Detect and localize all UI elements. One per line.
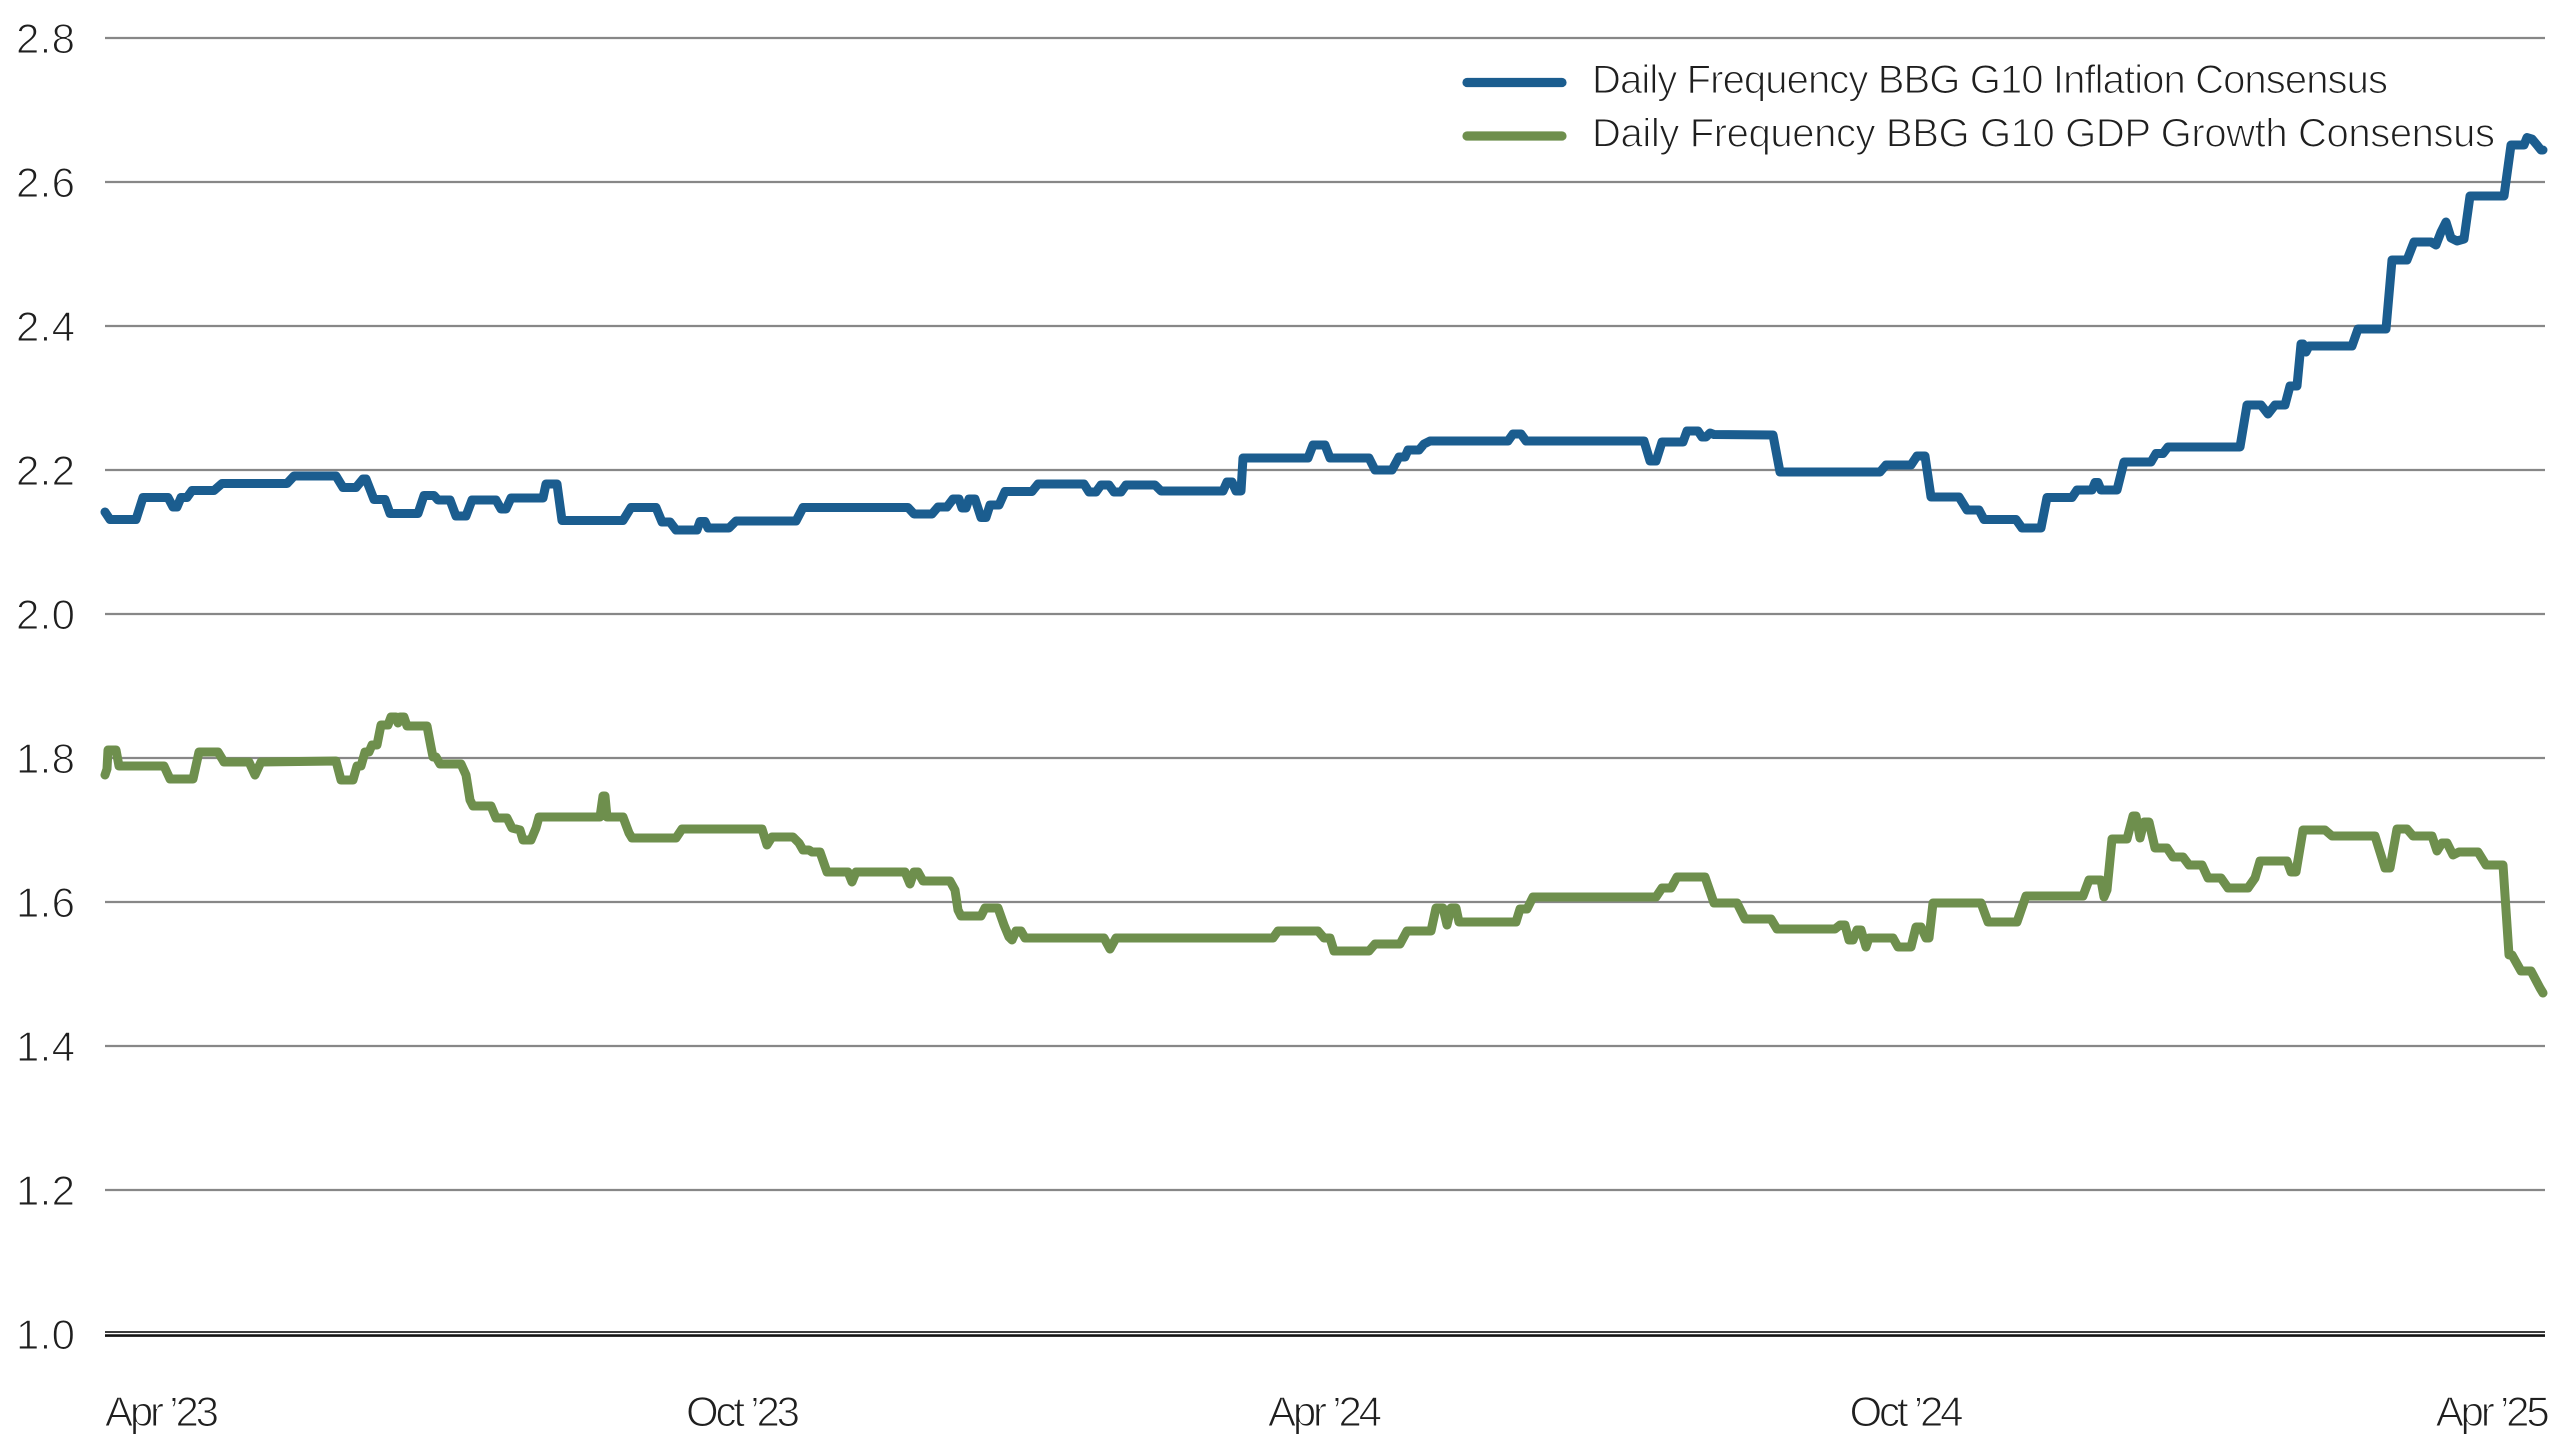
- svg-text:Oct ’23: Oct ’23: [686, 1388, 800, 1435]
- svg-text:2.8: 2.8: [16, 15, 75, 62]
- svg-text:1.0: 1.0: [16, 1311, 75, 1358]
- svg-text:Apr ’23: Apr ’23: [105, 1388, 219, 1435]
- svg-text:Oct ’24: Oct ’24: [1850, 1388, 1964, 1435]
- svg-text:1.8: 1.8: [16, 735, 75, 782]
- svg-text:2.0: 2.0: [16, 591, 75, 638]
- svg-text:Apr ’25: Apr ’25: [2436, 1388, 2550, 1435]
- svg-text:Apr ’24: Apr ’24: [1268, 1388, 1382, 1435]
- svg-text:1.4: 1.4: [16, 1023, 75, 1070]
- svg-text:2.6: 2.6: [16, 159, 75, 206]
- svg-text:Daily Frequency BBG G10 GDP Gr: Daily Frequency BBG G10 GDP Growth Conse…: [1592, 112, 2495, 156]
- svg-text:2.4: 2.4: [16, 303, 75, 350]
- svg-text:Daily Frequency BBG G10 Inflat: Daily Frequency BBG G10 Inflation Consen…: [1592, 58, 2388, 102]
- svg-text:1.2: 1.2: [16, 1167, 75, 1214]
- svg-text:2.2: 2.2: [16, 447, 75, 494]
- svg-text:1.6: 1.6: [16, 879, 75, 926]
